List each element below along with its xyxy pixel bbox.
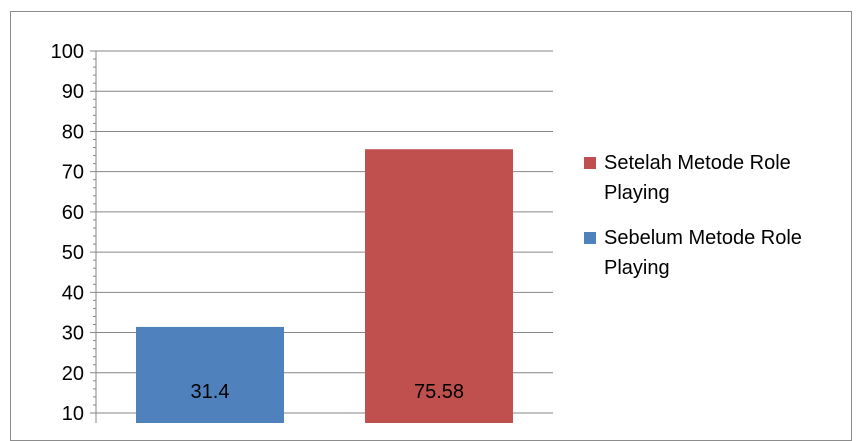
y-tick-label: 40 — [62, 282, 84, 304]
bar-chart: 31.4 75.58 10 20 30 40 50 60 70 80 90 100 — [51, 41, 553, 423]
bar-setelah — [365, 149, 513, 423]
y-tick-label: 100 — [51, 41, 84, 63]
y-tick-label: 10 — [62, 403, 84, 423]
bar-sebelum — [136, 326, 284, 423]
legend-swatch-setelah — [584, 157, 596, 169]
axes — [90, 50, 97, 423]
legend-swatch-sebelum — [584, 232, 596, 244]
data-labels: 31.4 75.58 — [191, 381, 465, 403]
legend-label-setelah: Setelah Metode Role Playing — [604, 152, 791, 204]
y-tick-label: 50 — [62, 242, 84, 264]
y-tick-label: 30 — [62, 323, 84, 345]
legend-item-sebelum: Sebelum Metode Role Playing — [580, 223, 848, 283]
data-label-sebelum: 31.4 — [191, 381, 230, 403]
y-tick-label: 80 — [62, 121, 84, 143]
legend-label-sebelum: Sebelum Metode Role Playing — [604, 227, 802, 279]
data-label-setelah: 75.58 — [414, 381, 464, 403]
y-tick-label: 20 — [62, 363, 84, 385]
y-tick-label: 70 — [62, 162, 84, 184]
bars — [136, 149, 513, 423]
legend-item-setelah: Setelah Metode Role Playing — [580, 148, 848, 208]
y-tick-label: 60 — [62, 202, 84, 224]
legend: Setelah Metode Role Playing Sebelum Meto… — [580, 148, 848, 298]
y-tick-labels: 10 20 30 40 50 60 70 80 90 100 — [51, 41, 84, 423]
y-tick-label: 90 — [62, 81, 84, 103]
